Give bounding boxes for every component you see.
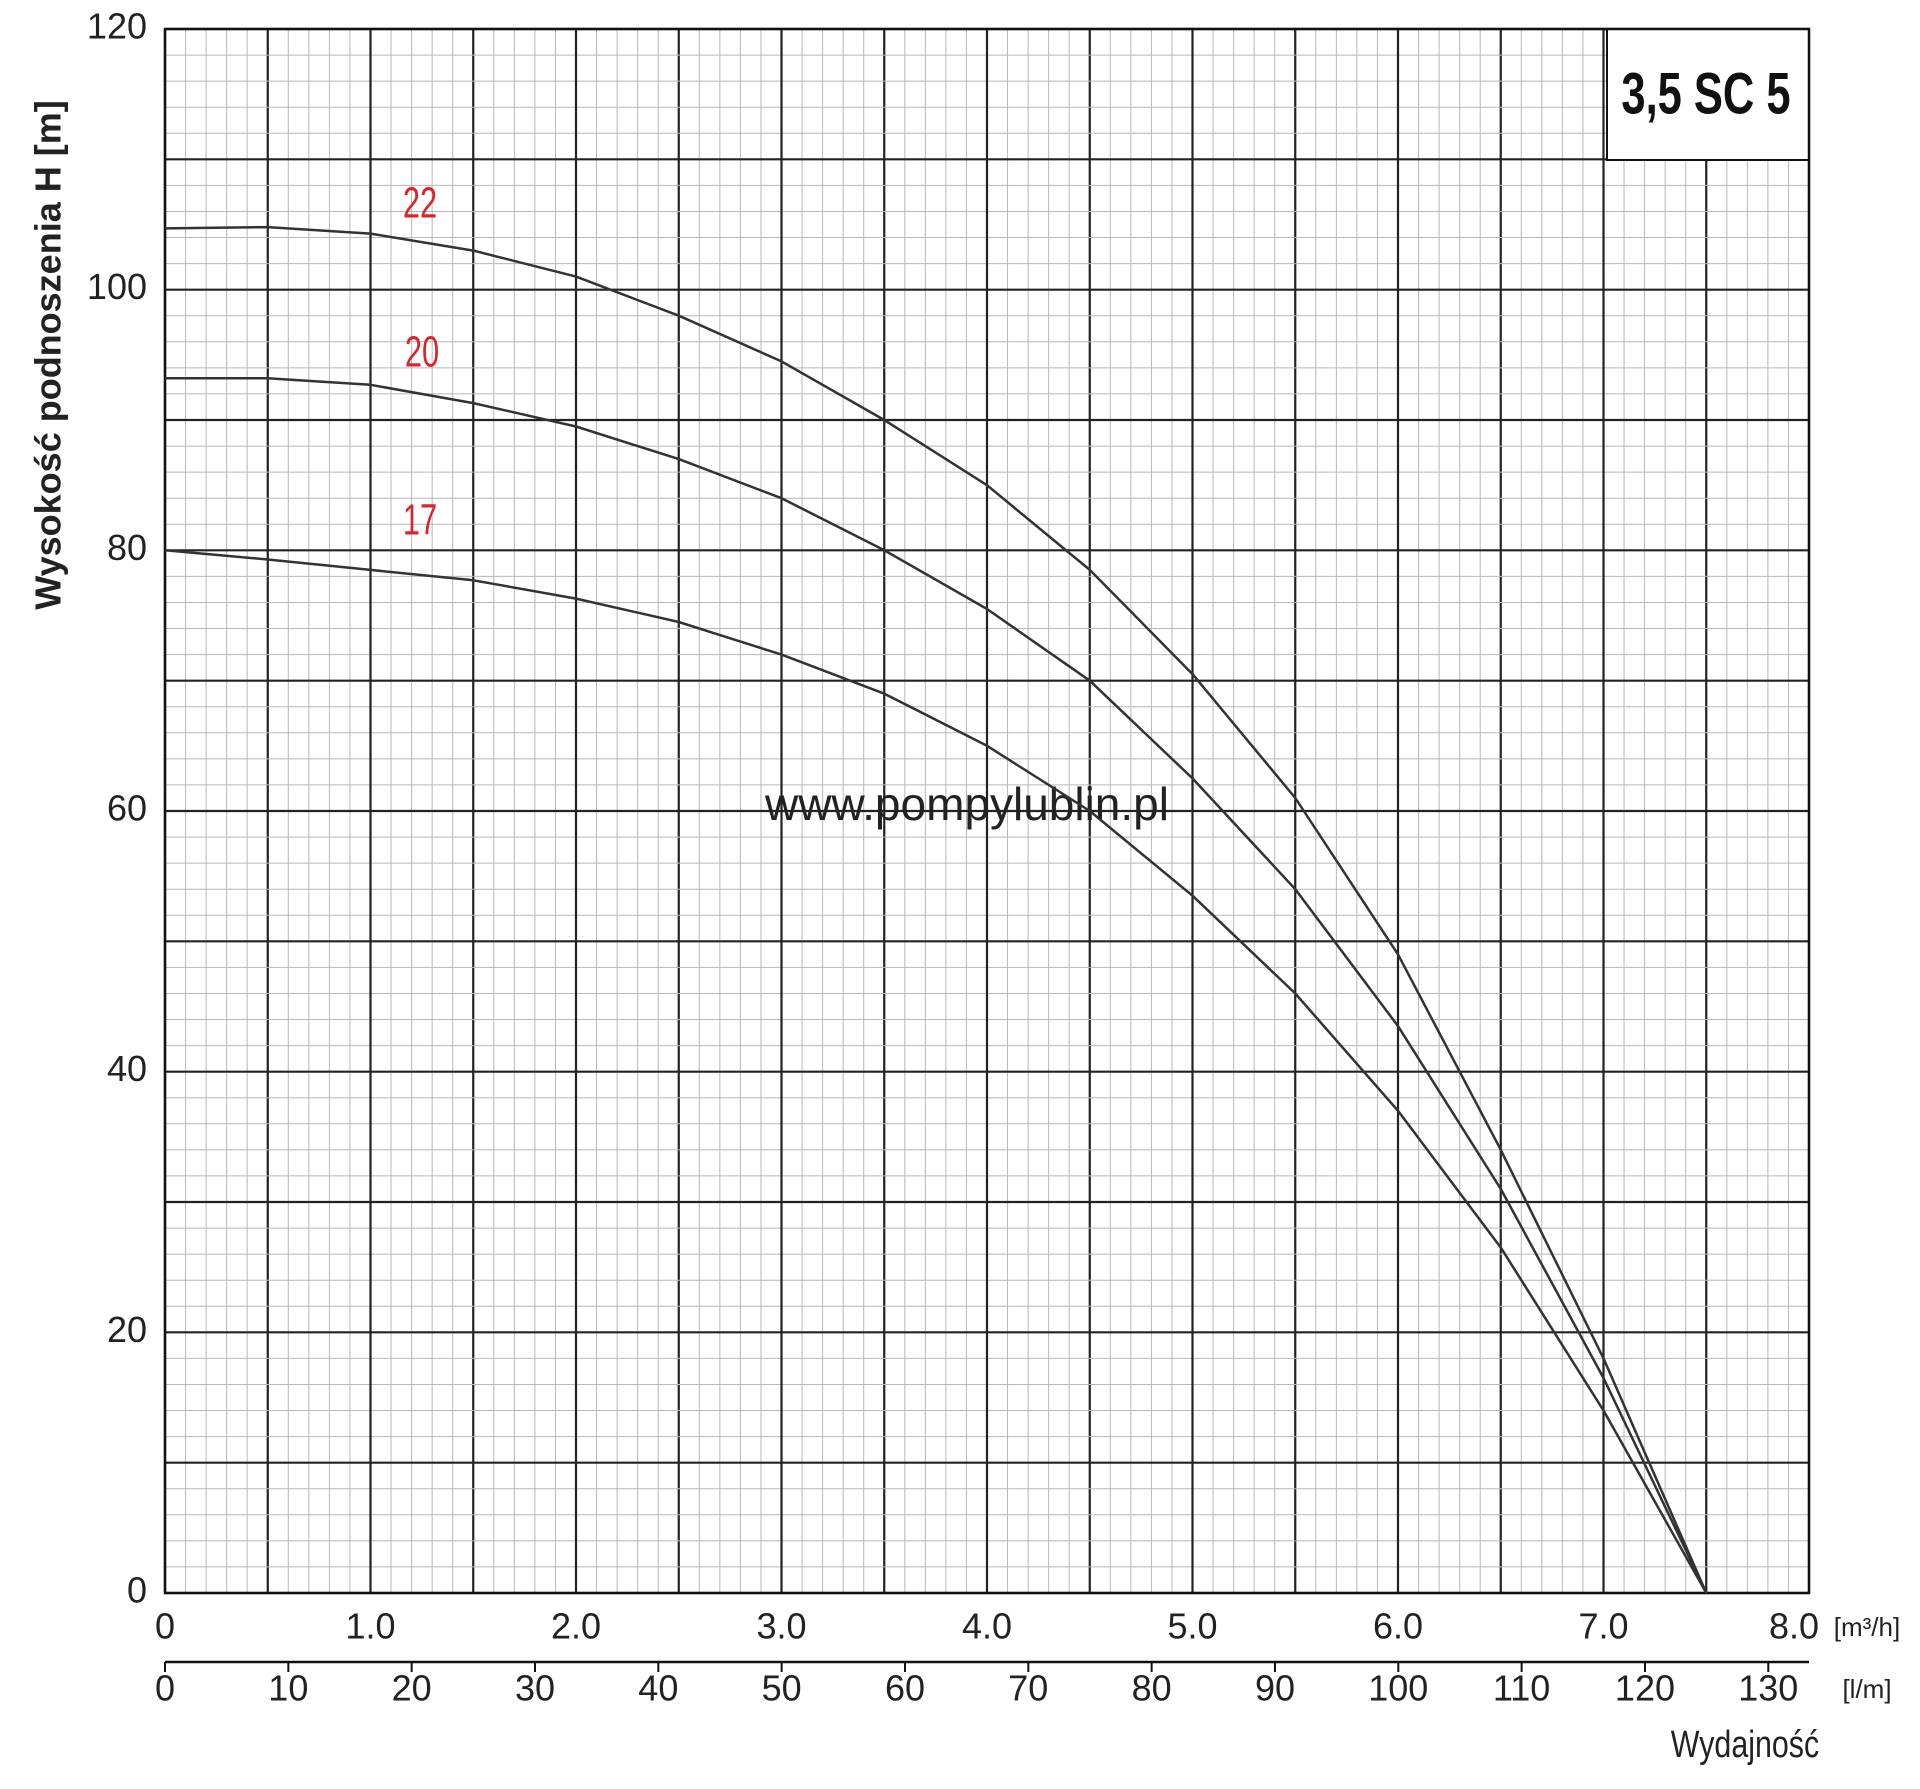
x-axis-label: Wydajność (1671, 1724, 1819, 1766)
x-tick-label: 7.0 (1578, 1606, 1628, 1647)
x-tick-label: 5.0 (1167, 1606, 1217, 1647)
y-tick-label: 120 (87, 6, 147, 47)
curve (164, 225, 1708, 1594)
grid (163, 27, 1811, 1595)
x2-tick-label: 110 (1493, 1668, 1550, 1709)
x-tick-label: 8.0 (1769, 1606, 1819, 1647)
curve (164, 549, 1708, 1594)
x2-tick-label: 100 (1368, 1668, 1428, 1709)
x-tick-label: 3.0 (756, 1606, 806, 1647)
x2-tick-label: 0 (155, 1668, 175, 1709)
series-label: 17 (403, 496, 437, 545)
plot-frame (163, 27, 1811, 1595)
x-unit: [m³/h] (1834, 1612, 1900, 1642)
x2-tick-label: 40 (638, 1668, 678, 1709)
x2-tick-label: 30 (515, 1668, 555, 1709)
chart-title: 3,5 SC 5 (1621, 61, 1790, 125)
y-tick-label: 60 (107, 788, 147, 829)
series-label: 20 (405, 328, 439, 377)
x2-tick-label: 60 (885, 1668, 925, 1709)
x2-tick-label: 80 (1132, 1668, 1172, 1709)
x-tick-label: 2.0 (551, 1606, 601, 1647)
y-tick-label: 100 (87, 266, 147, 307)
y-axis-label: Wysokość podnoszenia H [m] (28, 100, 69, 609)
curve (165, 377, 1708, 1594)
x2-tick-label: 130 (1738, 1668, 1798, 1709)
series-label: 22 (403, 179, 437, 228)
y-tick-label: 40 (107, 1048, 147, 1089)
x2-tick-label: 20 (392, 1668, 432, 1709)
watermark: www.pompylublin.pl (764, 778, 1169, 830)
title-box (1606, 28, 1810, 161)
y-tick-label: 20 (107, 1309, 147, 1350)
y-tick-label: 0 (127, 1570, 147, 1611)
y-tick-label: 80 (107, 527, 147, 568)
x2-tick-label: 120 (1615, 1668, 1675, 1709)
x2-tick-label: 90 (1255, 1668, 1295, 1709)
x-tick-label: 1.0 (345, 1606, 395, 1647)
x2-tick-label: 50 (762, 1668, 802, 1709)
x-tick-label: 6.0 (1373, 1606, 1423, 1647)
x-tick-label: 0 (155, 1606, 175, 1647)
x2-tick-label: 10 (268, 1668, 308, 1709)
x-tick-label: 4.0 (962, 1606, 1012, 1647)
x2-tick-label: 70 (1008, 1668, 1048, 1709)
x2-unit: [l/m] (1842, 1674, 1891, 1704)
